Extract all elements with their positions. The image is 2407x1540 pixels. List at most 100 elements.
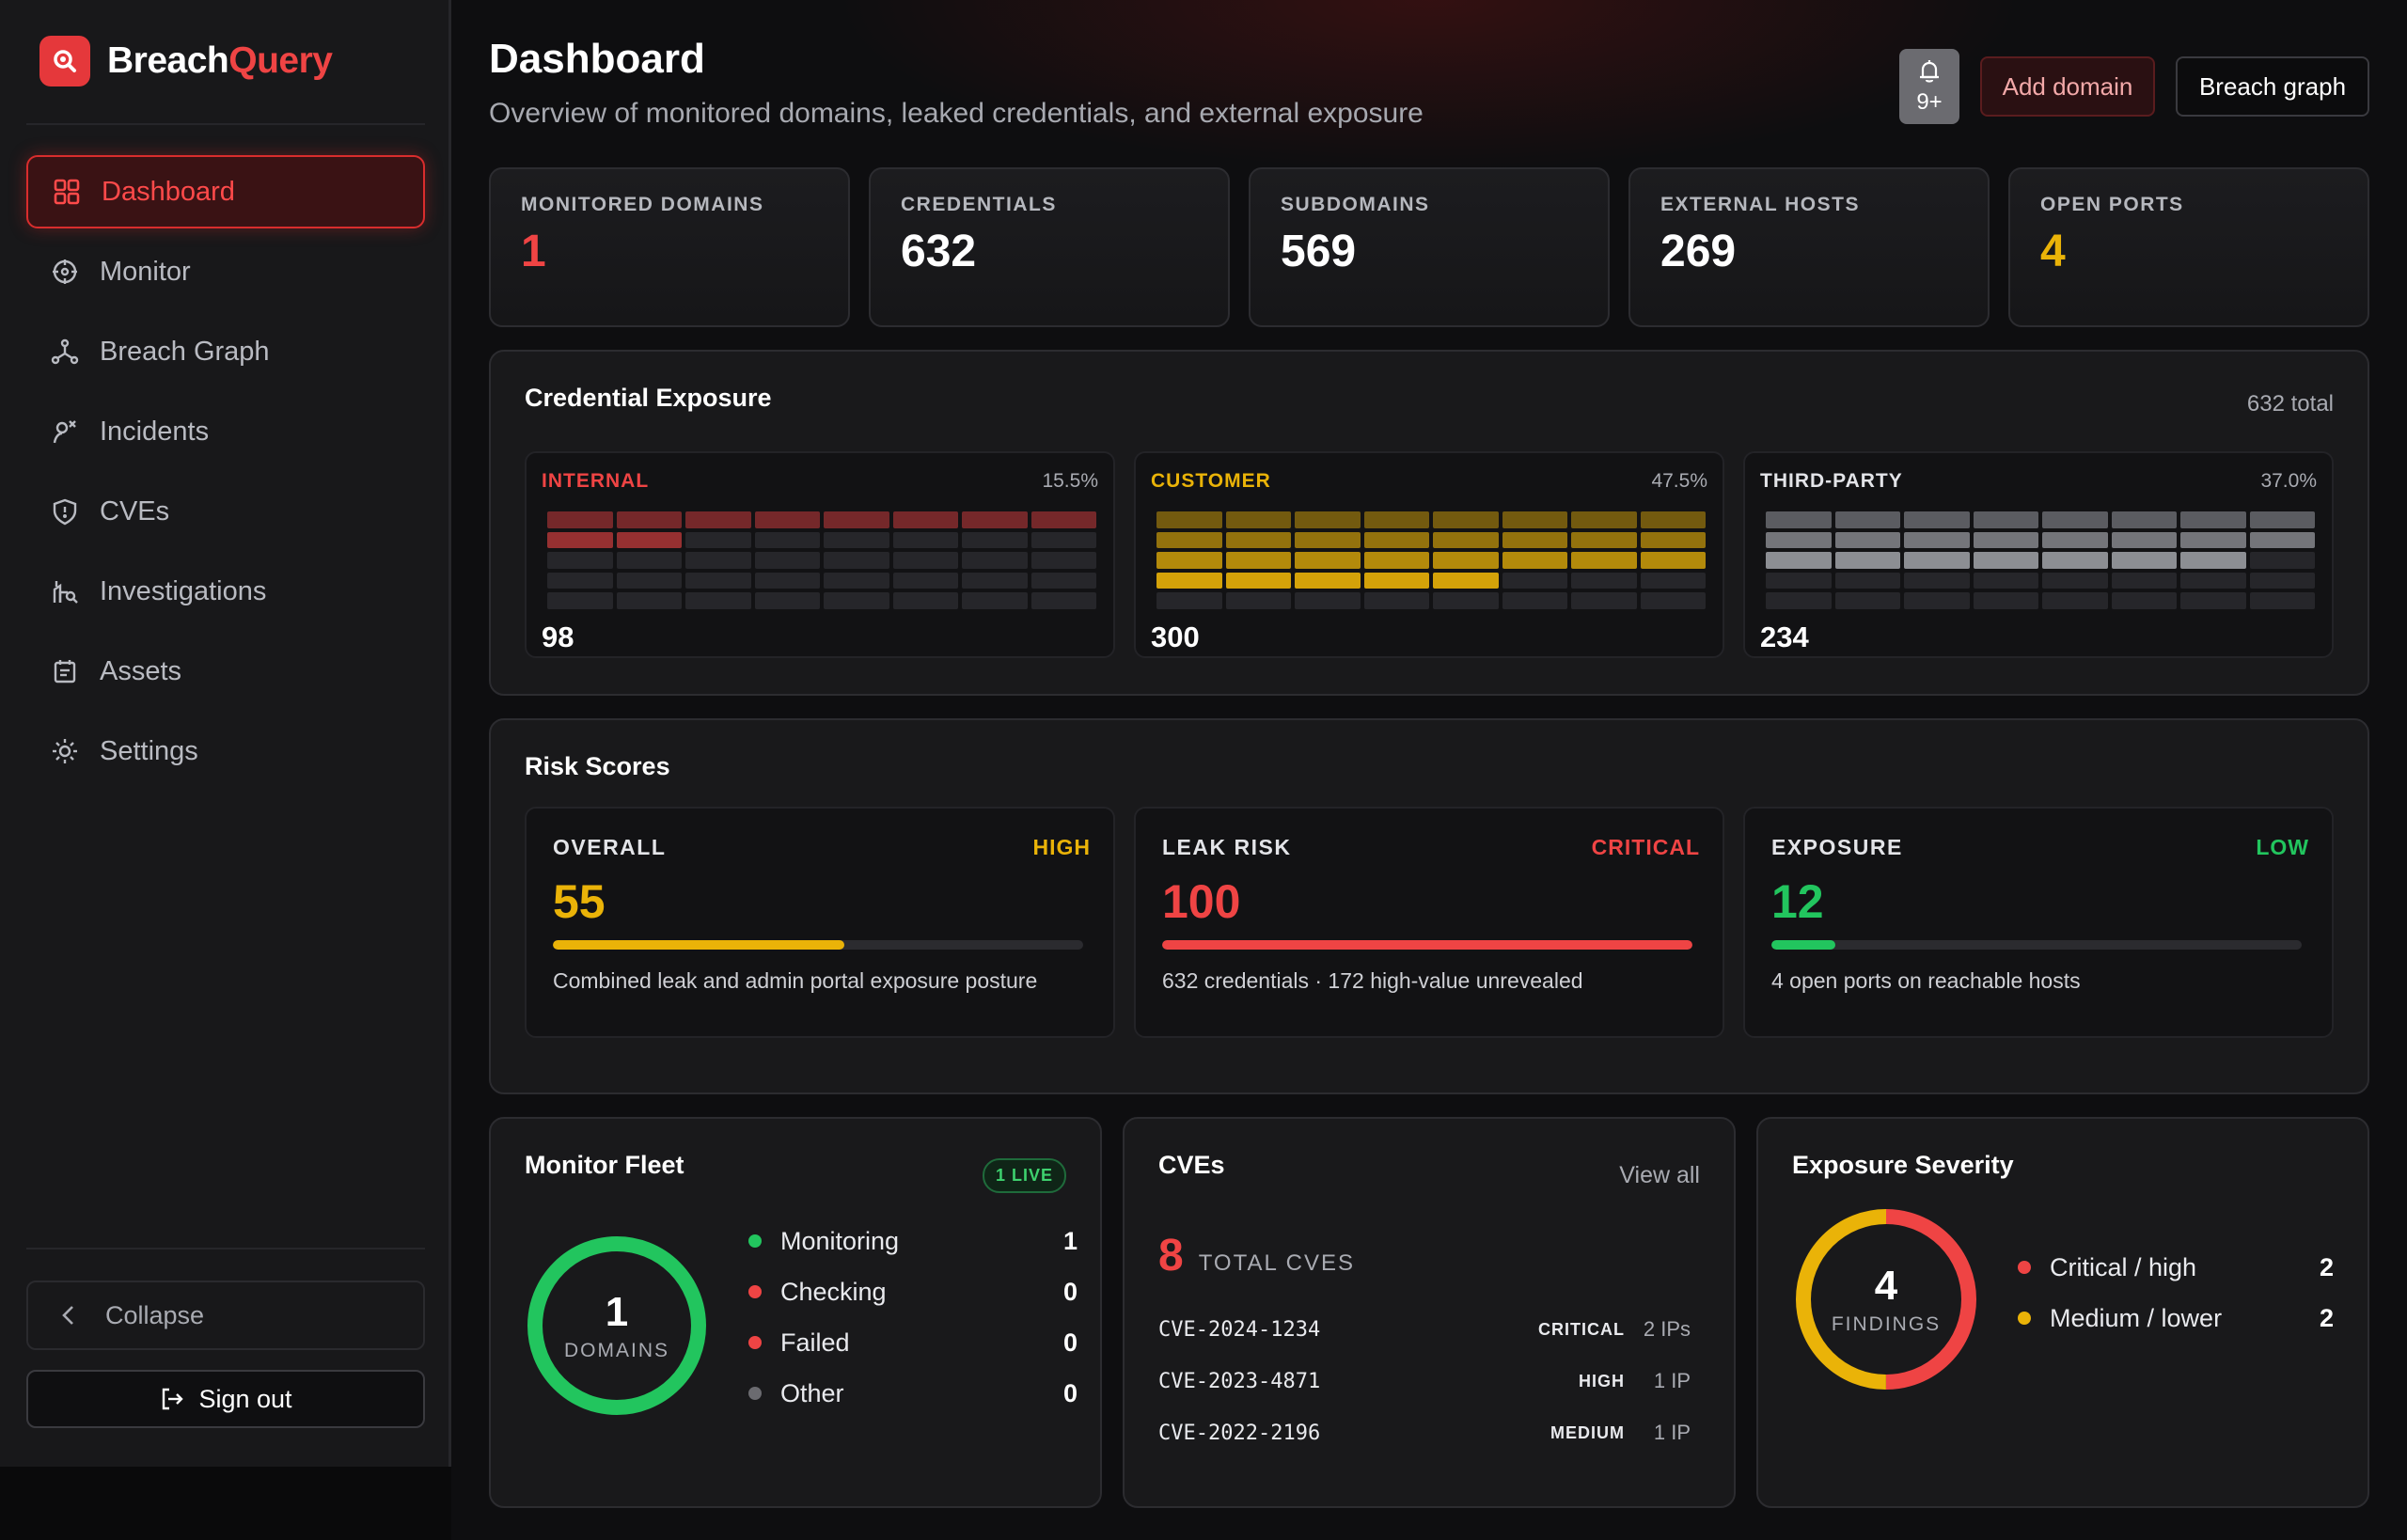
fleet-donut-chart (527, 1236, 706, 1415)
collapse-button[interactable]: Collapse (26, 1281, 425, 1350)
sidebar-item-cves[interactable]: CVEs (26, 475, 425, 548)
notifications-button[interactable]: 9+ (1899, 49, 1959, 124)
risk-scores-panel: Risk Scores OVERALL HIGH 55 Combined lea… (489, 718, 2369, 1094)
severity-legend-label: Critical / high (2050, 1252, 2197, 1281)
cve-row[interactable]: CVE-2023-4871 HIGH 1 IP (1158, 1362, 1691, 1400)
exposure-grid (547, 511, 1096, 609)
exposure-cell (1502, 531, 1567, 549)
exposure-severity-panel: Exposure Severity 4 FINDINGS Critical / … (1756, 1117, 2369, 1508)
risk-label: OVERALL (553, 835, 667, 859)
exposure-cell (1640, 572, 1706, 589)
exposure-cell (1030, 572, 1096, 589)
exposure-cell (1766, 531, 1832, 549)
sidebar-bottom-strip (0, 1467, 451, 1540)
exposure-cell (754, 552, 820, 569)
risk-progress-bar (553, 940, 1083, 950)
severity-legend-item: Medium / lower 2 (2018, 1299, 2334, 1337)
sidebar-item-breach-graph[interactable]: Breach Graph (26, 315, 425, 388)
risk-card-overall[interactable]: OVERALL HIGH 55 Combined leak and admin … (525, 807, 1115, 1038)
exposure-cell (547, 592, 613, 609)
severity-donut-center: 4 FINDINGS (1792, 1205, 1980, 1393)
exposure-cell (1225, 592, 1291, 609)
chevron-left-icon (62, 1306, 73, 1325)
add-domain-button[interactable]: Add domain (1980, 56, 2155, 117)
exposure-cell (1363, 531, 1429, 549)
exposure-cell (1973, 572, 2038, 589)
cve-id: CVE-2022-2196 (1158, 1421, 1321, 1445)
exposure-cell (824, 552, 889, 569)
exposure-cell (892, 572, 958, 589)
exposure-cell (1973, 531, 2038, 549)
risk-value: 55 (553, 875, 606, 928)
cve-severity: MEDIUM (1550, 1422, 1625, 1442)
sidebar-item-monitor[interactable]: Monitor (26, 235, 425, 308)
cve-ip-count: 2 IPs (1643, 1317, 1691, 1341)
assets-icon (54, 660, 76, 684)
sidebar-item-settings[interactable]: Settings (26, 715, 425, 788)
sign-out-button[interactable]: Sign out (26, 1370, 425, 1428)
sidebar-item-dashboard[interactable]: Dashboard (26, 155, 425, 228)
panel-title: CVEs (1158, 1151, 1225, 1179)
exposure-cell (1904, 572, 1970, 589)
sidebar-item-label: CVEs (100, 495, 170, 526)
risk-card-exposure[interactable]: EXPOSURE LOW 12 4 open ports on reachabl… (1743, 807, 2334, 1038)
exposure-cell (1571, 592, 1637, 609)
sidebar-item-assets[interactable]: Assets (26, 635, 425, 708)
cve-row[interactable]: CVE-2024-1234 CRITICAL 2 IPs (1158, 1311, 1691, 1348)
exposure-cell (1030, 511, 1096, 528)
exposure-cell (1904, 592, 1970, 609)
sidebar-item-incidents[interactable]: Incidents (26, 395, 425, 468)
exposure-cell (1433, 592, 1499, 609)
exposure-cell (2180, 531, 2246, 549)
exposure-cell (1156, 531, 1222, 549)
sidebar-item-label: Monitor (100, 256, 191, 287)
exposure-cell (1640, 592, 1706, 609)
fleet-donut-value: 1 (605, 1289, 629, 1335)
severity-legend-count: 2 (2319, 1252, 2334, 1281)
exposure-cell (1766, 511, 1832, 528)
fleet-donut-label: DOMAINS (563, 1340, 669, 1361)
exposure-cell (1030, 552, 1096, 569)
cve-row[interactable]: CVE-2022-2196 MEDIUM 1 IP (1158, 1414, 1691, 1452)
stat-card-subdomains[interactable]: SUBDOMAINS 569 (1249, 167, 1610, 327)
exposure-cell (962, 572, 1028, 589)
exposure-cell (1640, 552, 1706, 569)
view-all-link[interactable]: View all (1619, 1162, 1700, 1188)
sidebar-item-investigations[interactable]: Investigations (26, 555, 425, 628)
status-dot-icon (748, 1387, 762, 1400)
fleet-legend-item: Failed 0 (748, 1324, 1078, 1361)
exposure-card-customer[interactable]: CUSTOMER 47.5% 300 (1134, 451, 1724, 658)
exposure-cell (1571, 531, 1637, 549)
exposure-count: 234 (1760, 621, 1809, 653)
exposure-card-internal[interactable]: INTERNAL 15.5% 98 (525, 451, 1115, 658)
collapse-label: Collapse (105, 1300, 205, 1329)
exposure-cell (1571, 572, 1637, 589)
investigation-icon (53, 581, 78, 604)
sidebar-item-label: Dashboard (102, 176, 235, 207)
fleet-legend-label: Checking (780, 1277, 887, 1306)
brand[interactable]: BreachQuery (39, 36, 333, 86)
stat-value: 269 (1660, 227, 1737, 276)
stat-card-monitored-domains[interactable]: MONITORED DOMAINS 1 (489, 167, 850, 327)
severity-dot-icon (2018, 1312, 2031, 1325)
risk-card-leak-risk[interactable]: LEAK RISK CRITICAL 100 632 credentials ·… (1134, 807, 1724, 1038)
breach-graph-button[interactable]: Breach graph (2176, 56, 2369, 117)
status-dot-icon (748, 1234, 762, 1248)
sign-out-icon (163, 1388, 184, 1410)
exposure-label: THIRD-PARTY (1760, 470, 1903, 492)
risk-label: LEAK RISK (1162, 835, 1292, 859)
fleet-legend-item: Monitoring 1 (748, 1222, 1078, 1260)
notifications-badge: 9+ (1916, 89, 1943, 115)
exposure-percent: 37.0% (2260, 470, 2317, 492)
stat-card-credentials[interactable]: CREDENTIALS 632 (869, 167, 1230, 327)
exposure-cell (1030, 531, 1096, 549)
exposure-cell (1973, 511, 2038, 528)
stat-card-external-hosts[interactable]: EXTERNAL HOSTS 269 (1628, 167, 1990, 327)
exposure-cell (892, 531, 958, 549)
risk-description: Combined leak and admin portal exposure … (553, 968, 1038, 993)
exposure-card-third-party[interactable]: THIRD-PARTY 37.0% 234 (1743, 451, 2334, 658)
exposure-cell (1571, 511, 1637, 528)
stat-card-open-ports[interactable]: OPEN PORTS 4 (2008, 167, 2369, 327)
exposure-cell (2111, 572, 2177, 589)
panel-title: Monitor Fleet (525, 1151, 684, 1179)
